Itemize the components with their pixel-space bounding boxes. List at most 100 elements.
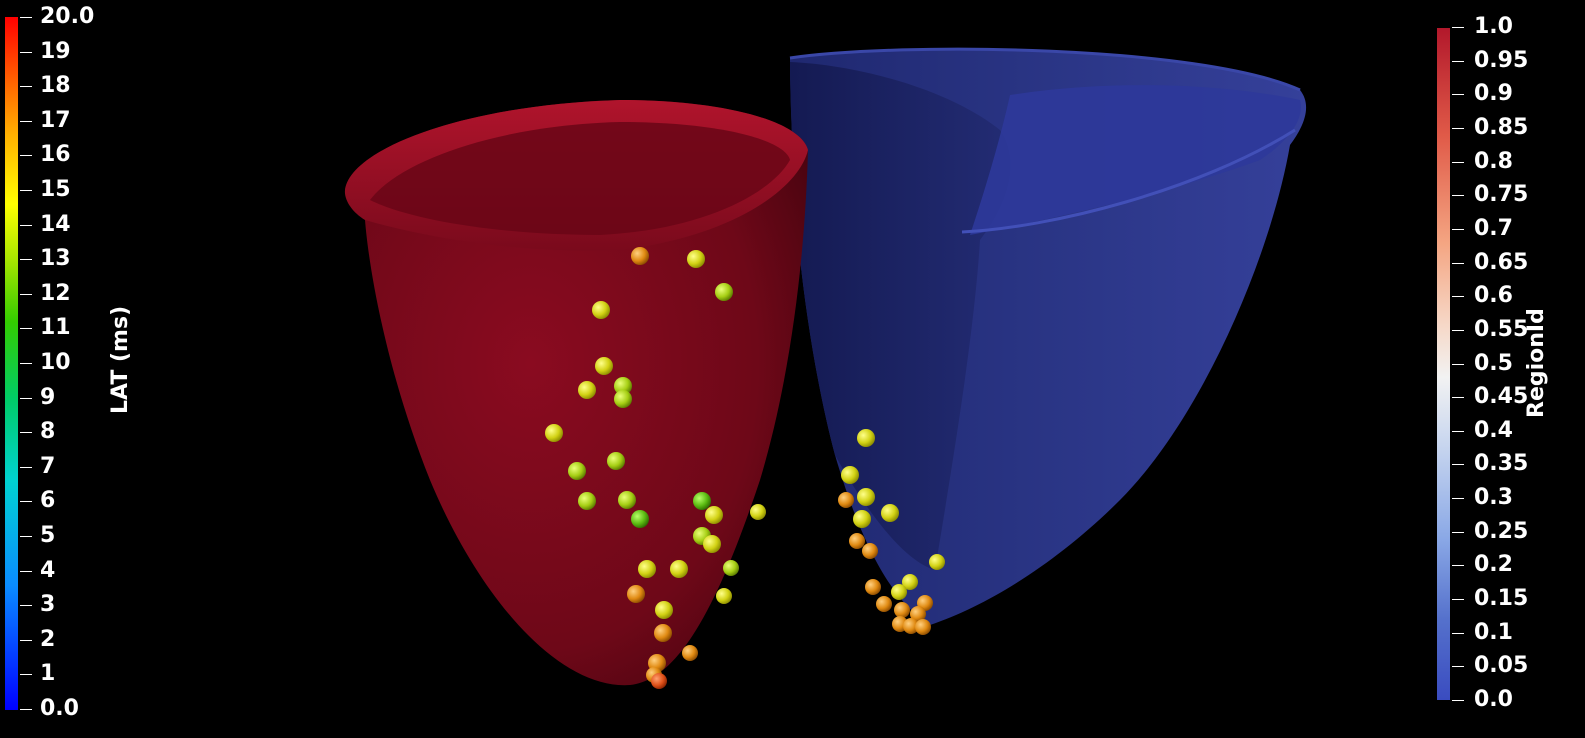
colorbar-tick xyxy=(20,51,32,53)
colorbar-tick xyxy=(20,293,32,295)
marker xyxy=(894,602,910,618)
colorbar-tick xyxy=(1452,262,1464,264)
marker xyxy=(631,247,649,265)
marker xyxy=(903,618,919,634)
marker xyxy=(902,574,918,590)
marker xyxy=(857,488,875,506)
colorbar-tick-label: 7 xyxy=(40,453,56,479)
marker xyxy=(654,624,672,642)
colorbar-tick-label: 0.75 xyxy=(1474,182,1529,208)
colorbar-tick xyxy=(20,501,32,503)
marker xyxy=(670,560,688,578)
marker xyxy=(595,357,613,375)
marker xyxy=(627,585,645,603)
colorbar-tick xyxy=(20,190,32,191)
colorbar-tick xyxy=(20,570,32,572)
colorbar-tick-label: 8 xyxy=(40,419,56,445)
colorbar-tick xyxy=(20,86,32,88)
marker xyxy=(849,533,865,549)
marker xyxy=(910,606,926,622)
colorbar-tick-label: 16 xyxy=(40,142,71,168)
colorbar-tick-label: 17 xyxy=(40,107,71,133)
colorbar-tick-label: 0.25 xyxy=(1474,518,1529,544)
region-colorbar-title: RegionId xyxy=(1524,308,1549,418)
colorbar-tick-label: 1.0 xyxy=(1474,14,1513,39)
marker xyxy=(750,504,766,520)
right-ventricle-mesh xyxy=(789,47,1307,626)
colorbar-tick-label: 0.8 xyxy=(1474,148,1513,174)
colorbar-tick xyxy=(1452,329,1464,331)
colorbar-tick-label: 0.45 xyxy=(1474,384,1529,410)
colorbar-tick xyxy=(20,432,32,434)
marker xyxy=(693,492,711,510)
colorbar-tick xyxy=(1452,363,1464,365)
colorbar-tick xyxy=(20,536,32,537)
colorbar-tick-label: 0.0 xyxy=(40,696,79,721)
colorbar-tick xyxy=(1452,228,1464,230)
marker xyxy=(876,596,892,612)
colorbar-tick-label: 20.0 xyxy=(40,4,95,29)
colorbar-tick-label: 12 xyxy=(40,280,71,306)
marker xyxy=(716,588,732,604)
colorbar-tick-label: 11 xyxy=(40,315,71,341)
region-colorbar-gradient xyxy=(1437,28,1450,700)
colorbar-tick xyxy=(20,224,32,226)
colorbar-tick-label: 0.1 xyxy=(1474,619,1513,645)
colorbar-tick-label: 0.9 xyxy=(1474,81,1513,107)
colorbar-tick xyxy=(1452,296,1464,298)
colorbar-tick xyxy=(20,605,32,607)
colorbar-tick-label: 18 xyxy=(40,73,71,99)
colorbar-tick xyxy=(1452,94,1464,96)
colorbar-tick-label: 6 xyxy=(40,488,56,514)
colorbar-tick xyxy=(1452,127,1464,129)
colorbar-tick xyxy=(20,363,32,364)
colorbar-tick-label: 0.7 xyxy=(1474,215,1513,241)
colorbar-tick xyxy=(20,328,32,330)
marker xyxy=(578,381,596,399)
marker xyxy=(881,504,899,522)
colorbar-tick xyxy=(1452,430,1464,432)
marker xyxy=(545,424,563,442)
marker xyxy=(614,377,632,395)
colorbar-tick xyxy=(1452,498,1464,500)
colorbar-tick xyxy=(20,639,32,641)
colorbar-tick xyxy=(20,397,32,399)
marker xyxy=(703,535,721,553)
marker xyxy=(631,510,649,528)
colorbar-tick xyxy=(1452,599,1464,601)
marker xyxy=(853,510,871,528)
colorbar-tick-label: 2 xyxy=(40,626,56,652)
colorbar-tick-label: 0.6 xyxy=(1474,283,1513,309)
colorbar-tick-label: 5 xyxy=(40,523,56,548)
colorbar-tick xyxy=(20,259,32,261)
colorbar-tick-label: 0.95 xyxy=(1474,47,1529,73)
marker xyxy=(607,452,625,470)
colorbar-tick-label: 0.15 xyxy=(1474,586,1529,612)
colorbar-tick xyxy=(20,674,32,676)
marker xyxy=(857,429,875,447)
colorbar-tick-label: 3 xyxy=(40,592,56,618)
marker xyxy=(715,283,733,301)
marker xyxy=(929,554,945,570)
colorbar-tick-label: 0.65 xyxy=(1474,249,1529,275)
colorbar-tick-label: 0.85 xyxy=(1474,114,1529,140)
colorbar-tick xyxy=(1452,161,1464,163)
colorbar-tick xyxy=(1452,666,1464,668)
marker xyxy=(687,250,705,268)
colorbar-tick xyxy=(1452,464,1464,466)
colorbar-tick xyxy=(20,155,32,157)
marker xyxy=(651,673,667,689)
colorbar-tick-label: 0.4 xyxy=(1474,417,1513,443)
left-ventricle-mesh xyxy=(344,100,808,686)
colorbar-tick-label: 0.2 xyxy=(1474,552,1513,578)
lat-colorbar-title: LAT (ms) xyxy=(108,305,133,414)
marker xyxy=(915,619,931,635)
colorbar-tick xyxy=(1452,531,1464,533)
colorbar-tick-label: 0.5 xyxy=(1474,350,1513,376)
colorbar-tick xyxy=(1452,700,1464,701)
marker xyxy=(655,601,673,619)
marker xyxy=(638,560,656,578)
colorbar-tick xyxy=(20,17,32,18)
colorbar-tick-label: 15 xyxy=(40,177,71,202)
